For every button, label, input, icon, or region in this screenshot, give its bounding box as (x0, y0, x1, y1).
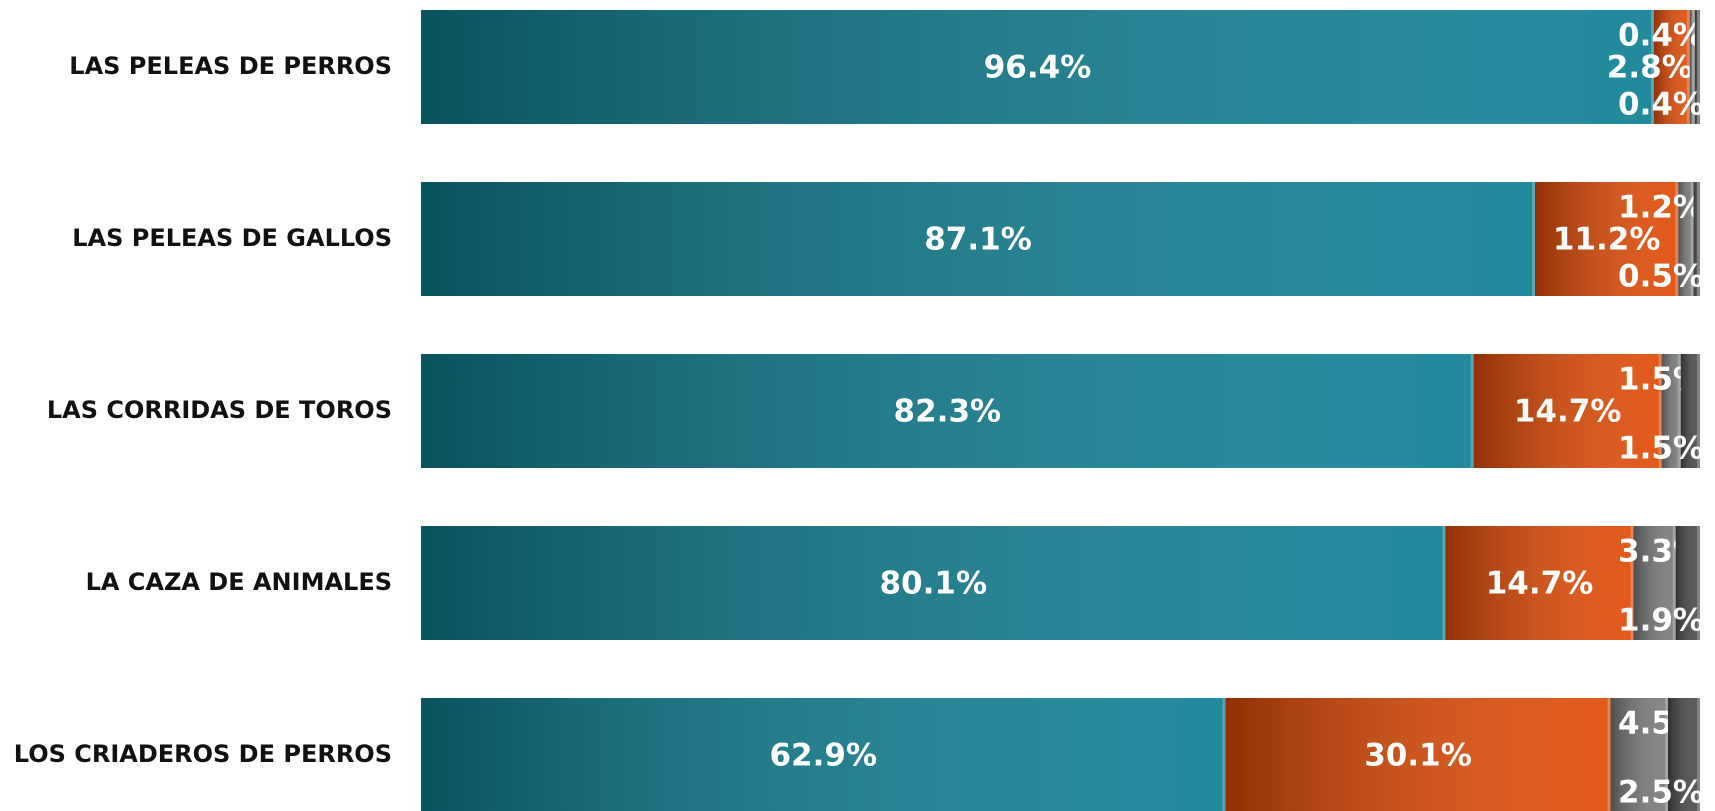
bar-shade (1633, 526, 1676, 640)
bar-shade (1653, 10, 1690, 124)
bar-edge (1630, 526, 1634, 640)
bar-edge (1686, 10, 1690, 124)
bar-shade (1225, 698, 1611, 811)
bar-shade (1535, 182, 1679, 296)
bar-shade (1675, 526, 1700, 640)
value-label: 14.7% (1486, 566, 1594, 602)
category-label: LAS PELEAS DE PERROS (69, 52, 392, 80)
category-label: LA CAZA DE ANIMALES (86, 568, 392, 596)
bar-shade (1694, 10, 1700, 124)
bar-edge (1690, 182, 1694, 296)
value-label: 2.8% (1607, 50, 1693, 86)
bar-edge (1650, 10, 1654, 124)
bar-edge (1697, 182, 1700, 296)
value-label: 1.2% (1618, 190, 1704, 226)
value-label: 2.5% (1618, 775, 1704, 811)
bar-shade (1473, 354, 1662, 468)
bar-edge (1658, 354, 1662, 468)
bar-shade (421, 698, 1226, 811)
bar-edge (1677, 354, 1681, 468)
bar-shade (421, 354, 1474, 468)
bar-edge (1697, 10, 1700, 124)
bar-edge (1665, 698, 1669, 811)
bar-shade (1680, 354, 1700, 468)
value-label: 96.4% (984, 50, 1092, 86)
bar-shade (421, 10, 1654, 124)
bar-shade (1693, 182, 1700, 296)
category-label: LAS CORRIDAS DE TOROS (47, 396, 392, 424)
value-label: 30.1% (1364, 738, 1472, 774)
bar-edge (1697, 526, 1700, 640)
value-label: 87.1% (924, 222, 1032, 258)
bar-shade (421, 526, 1446, 640)
bar-edge (1697, 698, 1700, 811)
bar-shade (1689, 10, 1695, 124)
bar-edge (1675, 182, 1679, 296)
value-label: 82.3% (894, 394, 1002, 430)
bar-edge (1470, 354, 1474, 468)
value-label: 0.4% (1618, 18, 1704, 54)
bar-edge (1222, 698, 1226, 811)
bar-shade (1668, 698, 1700, 811)
value-label: 11.2% (1553, 222, 1661, 258)
bar-edge (1607, 698, 1611, 811)
category-label: LOS CRIADEROS DE PERROS (14, 740, 392, 768)
bar-edge (1672, 526, 1676, 640)
value-label: 1.9% (1618, 603, 1704, 639)
bar-shade (1661, 354, 1681, 468)
bar-edge (1442, 526, 1446, 640)
value-label: 0.5% (1618, 259, 1704, 295)
bar-edge (1532, 182, 1536, 296)
value-label: 14.7% (1514, 394, 1622, 430)
bar-shade (1445, 526, 1634, 640)
bar-shade (1678, 182, 1694, 296)
bar-edge (1697, 354, 1700, 468)
value-label: 62.9% (769, 738, 877, 774)
bar-shade (421, 182, 1536, 296)
bar-shade (1610, 698, 1669, 811)
value-label: 1.5% (1618, 431, 1704, 467)
value-label: 80.1% (879, 566, 987, 602)
bar-edge (1691, 10, 1695, 124)
category-label: LAS PELEAS DE GALLOS (72, 224, 392, 252)
value-label: 0.4% (1618, 87, 1704, 123)
